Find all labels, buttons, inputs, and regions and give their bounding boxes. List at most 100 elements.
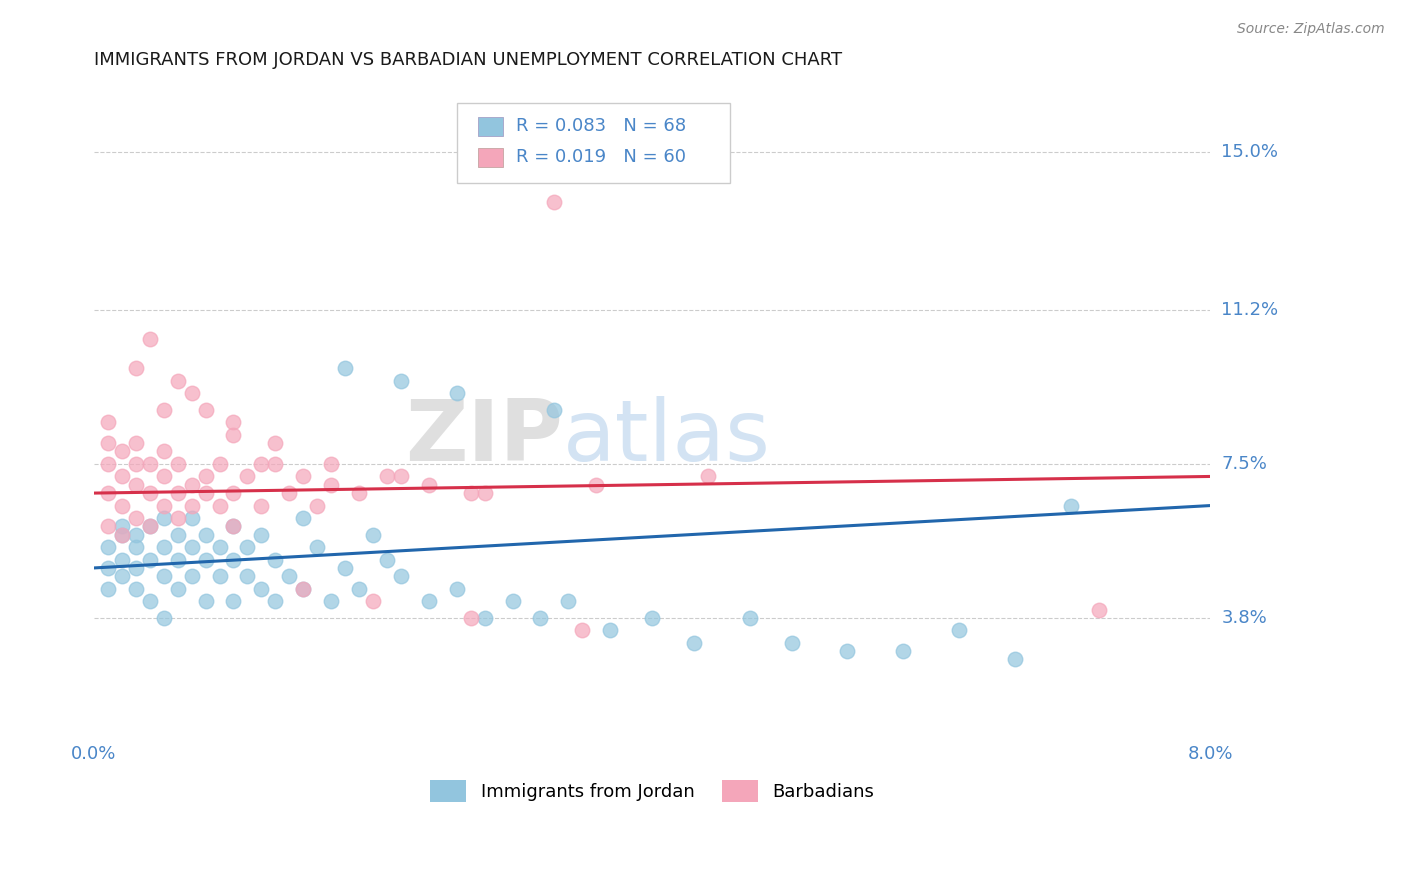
Point [125, 561, 148, 575]
Point [502, 594, 524, 608]
Point [125, 477, 148, 491]
Point [599, 624, 621, 638]
Point [321, 594, 343, 608]
Point [321, 457, 343, 471]
Point [264, 457, 287, 471]
Point [208, 540, 231, 554]
Point [152, 611, 174, 625]
Point [208, 499, 231, 513]
Point [111, 527, 134, 541]
Point [389, 374, 412, 388]
Text: R = 0.083   N = 68: R = 0.083 N = 68 [516, 118, 686, 136]
Point [389, 469, 412, 483]
Point [333, 361, 356, 376]
Point [780, 636, 803, 650]
Point [139, 332, 162, 346]
Point [418, 594, 440, 608]
Point [194, 594, 217, 608]
Point [97, 519, 120, 533]
Point [180, 569, 202, 583]
Point [194, 527, 217, 541]
Point [125, 457, 148, 471]
Point [1004, 652, 1026, 666]
Point [97, 540, 120, 554]
Point [1087, 602, 1109, 616]
Point [891, 644, 914, 658]
Point [152, 540, 174, 554]
Point [166, 457, 188, 471]
Point [139, 457, 162, 471]
Point [152, 444, 174, 458]
Point [292, 582, 315, 596]
Point [278, 569, 301, 583]
Point [180, 540, 202, 554]
Point [222, 416, 245, 430]
Point [97, 582, 120, 596]
Point [389, 569, 412, 583]
Point [250, 499, 273, 513]
Point [222, 519, 245, 533]
Point [1060, 499, 1083, 513]
Point [125, 361, 148, 376]
Text: ZIP: ZIP [405, 396, 562, 479]
Point [683, 636, 706, 650]
Point [292, 582, 315, 596]
Point [111, 469, 134, 483]
Text: 15.0%: 15.0% [1222, 143, 1278, 161]
Point [97, 436, 120, 450]
Point [250, 527, 273, 541]
Point [375, 469, 398, 483]
Point [111, 569, 134, 583]
Point [166, 486, 188, 500]
FancyBboxPatch shape [478, 148, 502, 167]
Point [250, 582, 273, 596]
Point [194, 486, 217, 500]
Point [111, 499, 134, 513]
Legend: Immigrants from Jordan, Barbadians: Immigrants from Jordan, Barbadians [423, 772, 882, 809]
Point [180, 499, 202, 513]
Point [292, 469, 315, 483]
Point [152, 403, 174, 417]
Point [139, 519, 162, 533]
Point [208, 457, 231, 471]
Point [236, 540, 259, 554]
Point [139, 486, 162, 500]
Point [571, 624, 593, 638]
Point [152, 511, 174, 525]
Point [474, 486, 496, 500]
Point [697, 469, 720, 483]
Point [837, 644, 859, 658]
Point [166, 527, 188, 541]
Point [375, 552, 398, 566]
Point [97, 561, 120, 575]
Point [474, 611, 496, 625]
Point [180, 511, 202, 525]
Point [250, 457, 273, 471]
Point [460, 486, 482, 500]
Point [152, 499, 174, 513]
Point [543, 194, 565, 209]
Point [446, 386, 468, 401]
Point [125, 582, 148, 596]
Point [347, 582, 370, 596]
Point [125, 527, 148, 541]
Point [307, 499, 329, 513]
Point [446, 582, 468, 596]
Point [194, 552, 217, 566]
Point [738, 611, 761, 625]
Point [347, 486, 370, 500]
Point [236, 469, 259, 483]
FancyBboxPatch shape [478, 117, 502, 136]
Point [111, 527, 134, 541]
Point [111, 552, 134, 566]
FancyBboxPatch shape [457, 103, 730, 183]
Point [557, 594, 579, 608]
Point [361, 527, 384, 541]
Point [139, 594, 162, 608]
Point [152, 469, 174, 483]
Point [97, 486, 120, 500]
Point [222, 428, 245, 442]
Point [111, 444, 134, 458]
Point [125, 436, 148, 450]
Point [264, 552, 287, 566]
